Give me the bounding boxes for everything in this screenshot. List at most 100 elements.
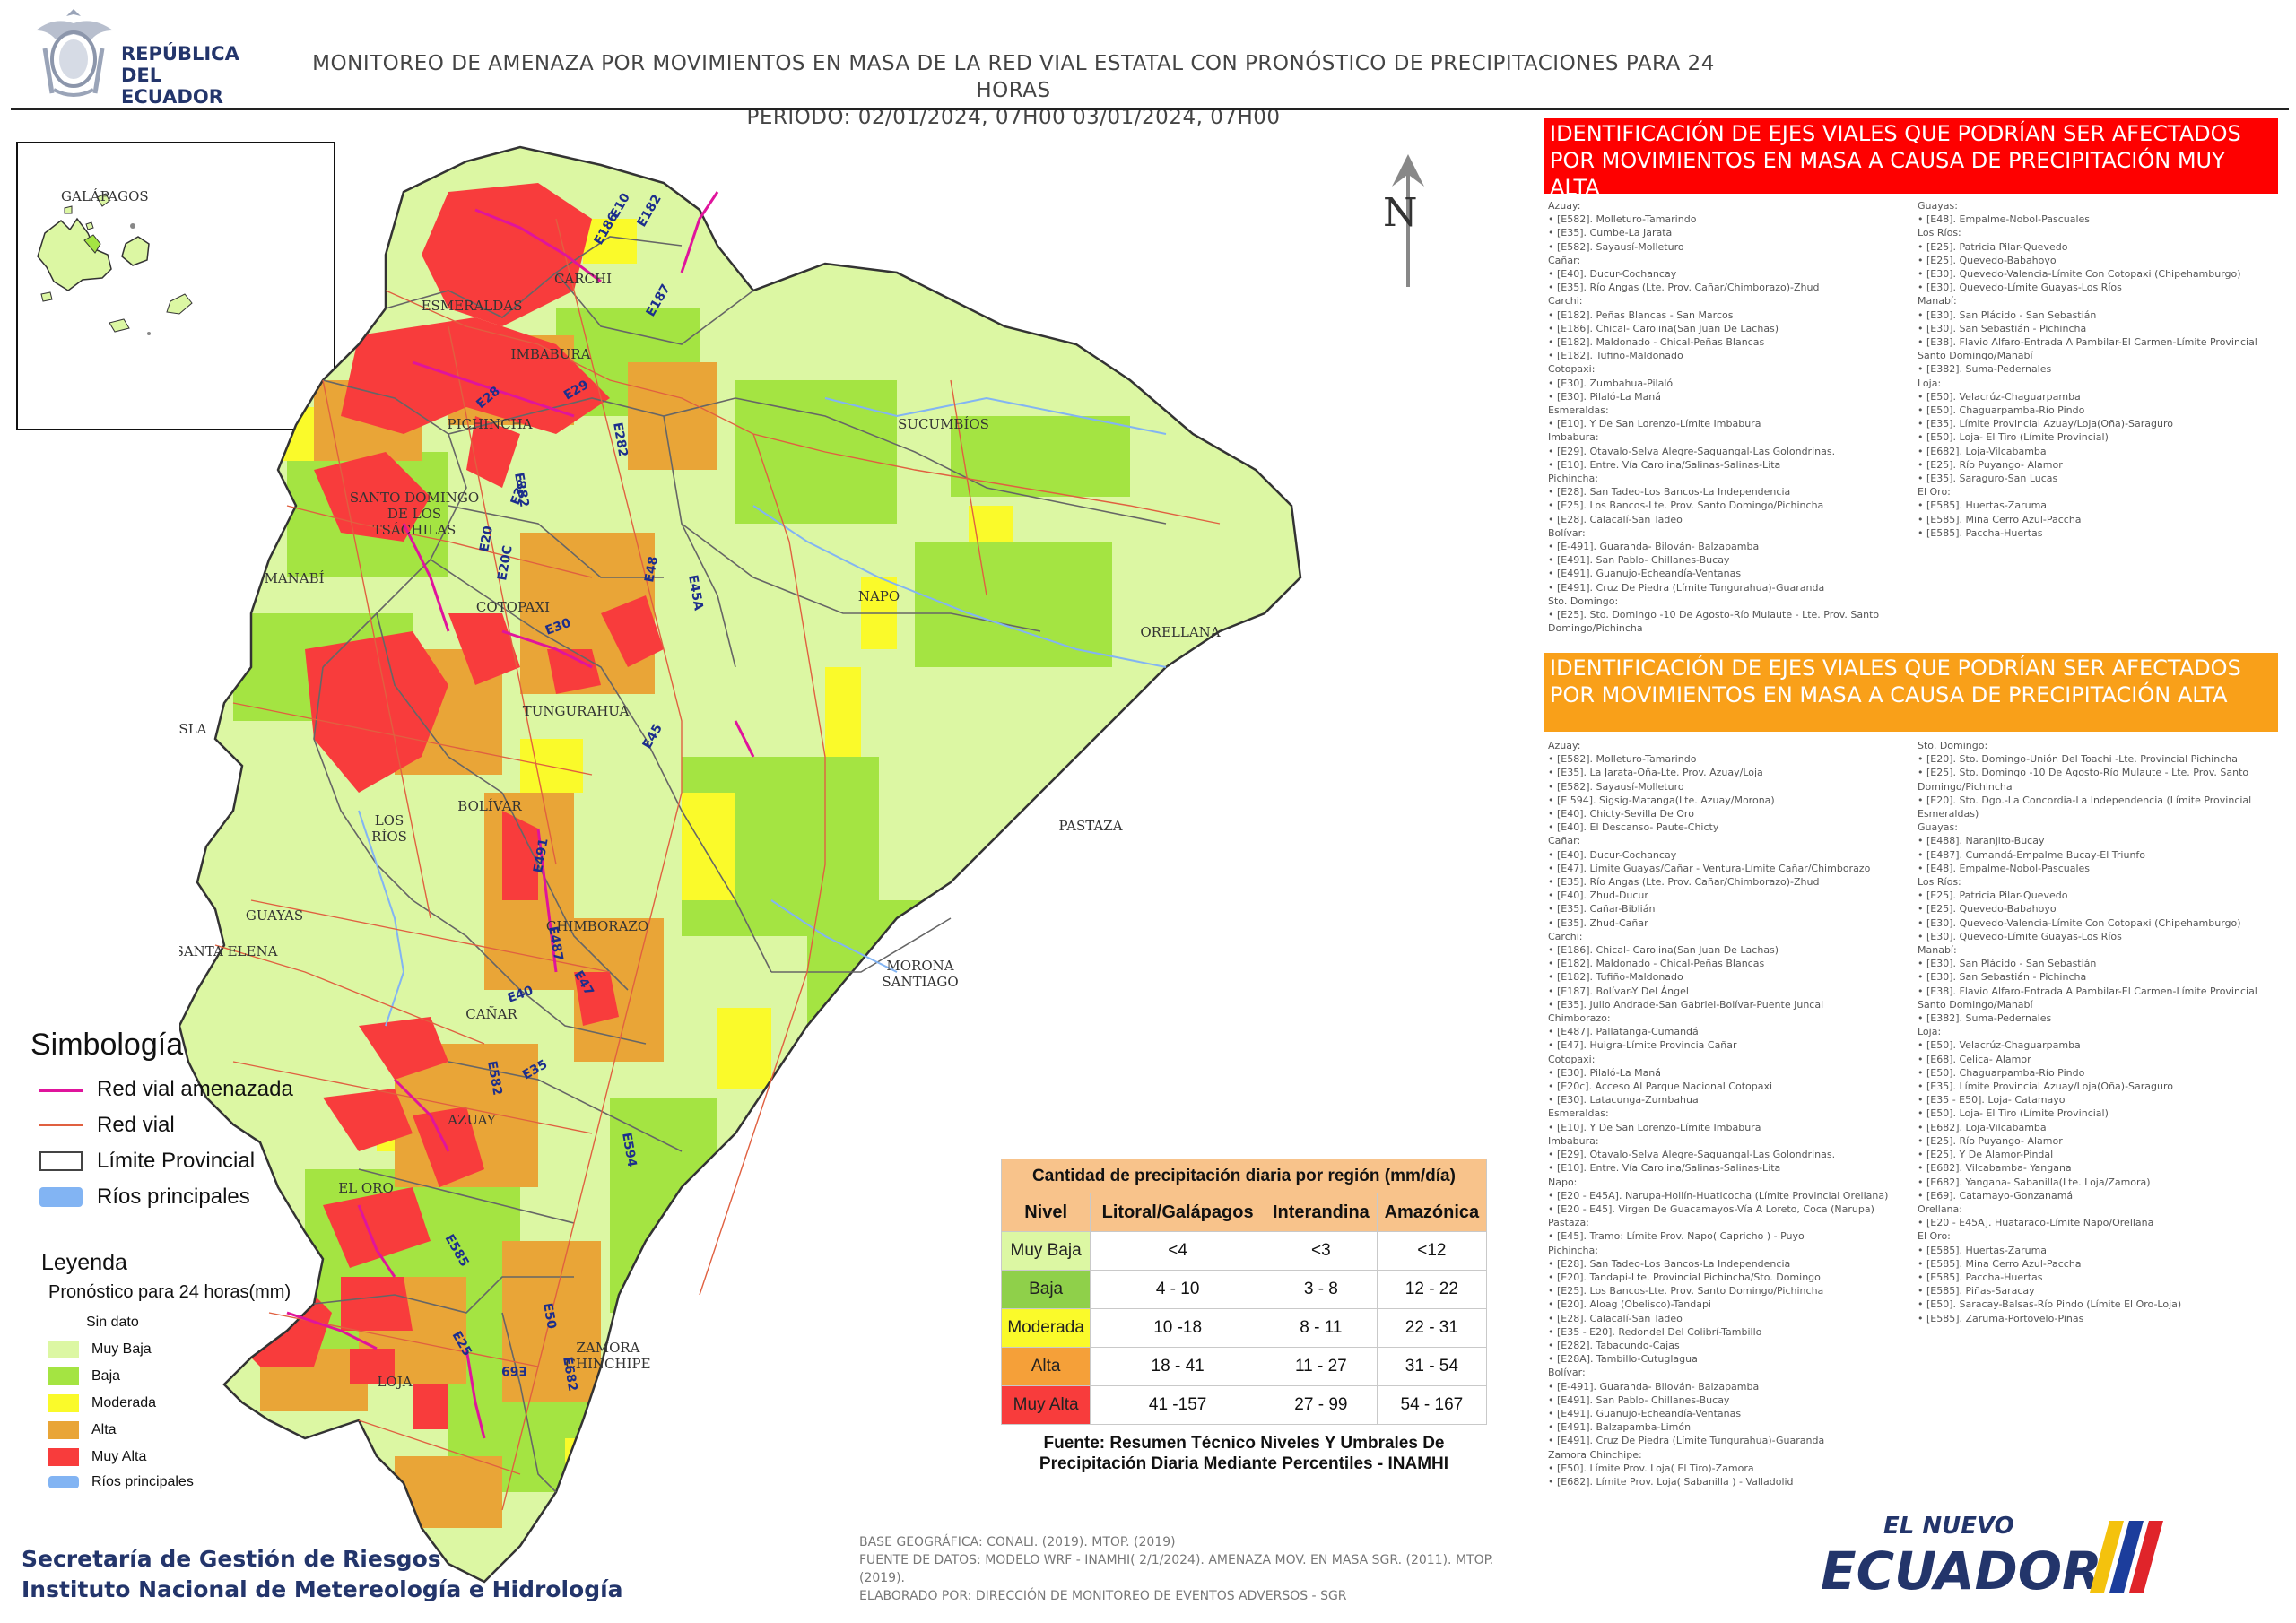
- map-credits: BASE GEOGRÁFICA: CONALI. (2019). MTOP. (…: [859, 1535, 1494, 1603]
- road-list-item: • [E491]. Guanujo-Echeandía-Ventanas: [1548, 1407, 1742, 1419]
- road-list-item: • [E682]. Límite Prov. Loja( Sabanilla )…: [1548, 1475, 1794, 1488]
- road-list-item: • [E45]. Tramo: Límite Prov. Napo( Capri…: [1548, 1230, 1805, 1243]
- road-list-item: Cañar:: [1548, 254, 1581, 266]
- province-label: RÍOS: [371, 829, 407, 845]
- road-list-item: • [E487]. Cumandá-Empalme Bucay-El Triun…: [1918, 848, 2146, 861]
- table-header: Nivel: [1000, 1193, 1091, 1232]
- road-list-item: • [E491]. San Pablo- Chillanes-Bucay: [1548, 1393, 1730, 1406]
- road-list-item: • [E25]. Patricia Pilar-Quevedo: [1918, 890, 2068, 902]
- province-label: ZAMORA: [576, 1340, 639, 1356]
- road-list-item: • [E30]. Pilaló-La Maná: [1548, 1066, 1662, 1079]
- very-high-risk-roads-header: IDENTIFICACIÓN DE EJES VIALES QUE PODRÍA…: [1544, 118, 2278, 200]
- road-list-item: • [E69]. Catamayo-Gonzanamá: [1918, 1189, 2074, 1202]
- high-risk-list-col1: Azuay: • [E582]. Molleturo-Tamarindo • [E3…: [1548, 739, 1888, 1488]
- province-label: LOJA: [377, 1374, 412, 1390]
- road-label: E50: [540, 1302, 559, 1331]
- road-list-item: • [E30]. San Sebastián - Pichincha: [1918, 971, 2087, 984]
- road-list-item: Carchi:: [1548, 295, 1583, 308]
- province-label: CAÑAR: [465, 1006, 517, 1022]
- table-header: Interandina: [1265, 1193, 1378, 1232]
- table-header: Amazónica: [1376, 1193, 1488, 1232]
- road-list-item: • [E20c]. Acceso Al Parque Nacional Coto…: [1548, 1081, 1773, 1093]
- road-list-item: Los Ríos:: [1918, 876, 1961, 889]
- road-list-item: • [E25]. Sto. Domingo -10 De Agosto-Río …: [1918, 767, 2249, 779]
- province-label: COTOPAXI: [476, 599, 550, 615]
- road-list-item: Loja:: [1918, 377, 1942, 389]
- precipitation-table: Cantidad de precipitación diaria por reg…: [1000, 1159, 1488, 1425]
- road-list-item: • [E40]. El Descanso- Paute-Chicty: [1548, 821, 1719, 834]
- province-label: LOS: [375, 812, 404, 829]
- legend-high: Alta: [48, 1420, 117, 1440]
- road-list-item: • [E68]. Celica- Alamor: [1918, 1053, 2031, 1065]
- road-list-item: • [E35]. Cañar-Biblián: [1548, 903, 1656, 916]
- road-label: E20C: [495, 544, 516, 582]
- road-list-item: Guayas:: [1918, 200, 1958, 212]
- province-label: AZUAY: [447, 1112, 497, 1128]
- road-list-item: Bolívar:: [1548, 1367, 1586, 1379]
- road-list-item: • [E491]. San Pablo- Chillanes-Bucay: [1548, 554, 1730, 567]
- road-list-item: • [E30]. Latacunga-Zumbahua: [1548, 1094, 1699, 1107]
- svg-text:N: N: [1383, 190, 1418, 236]
- road-list-item: • [E35]. Límite Provincial Azuay/Loja(Oñ…: [1918, 418, 2173, 430]
- road-list-item: • [E488]. Naranjito-Bucay: [1918, 835, 2045, 847]
- road-list-item: • [E186]. Chical- Carolina(San Juan De L…: [1548, 322, 1779, 334]
- road-list-item: • [E585]. Mina Cerro Azul-Paccha: [1918, 1257, 2082, 1270]
- road-list-item: El Oro:: [1918, 1230, 1951, 1243]
- road-list-item: • [E30]. Zumbahua-Pilaló: [1548, 377, 1674, 389]
- road-list-item: • [E35]. Zhud-Cañar: [1548, 916, 1648, 929]
- road-list-item: • [E25]. Quevedo-Babahoyo: [1918, 903, 2057, 916]
- road-list-item: Azuay:: [1548, 200, 1581, 212]
- road-list-item: Esmeraldas:: [1548, 1107, 1609, 1120]
- legend-very-high: Muy Alta: [48, 1447, 146, 1467]
- road-list-item: • [E182]. Peñas Blancas - San Marcos: [1548, 308, 1734, 321]
- road-list-item: • [E25]. Patricia Pilar-Quevedo: [1918, 240, 2068, 253]
- road-list-item: • [E491]. Cruz De Piedra (Límite Tungura…: [1548, 581, 1825, 594]
- road-list-item: • [E38]. Flavio Alfaro-Entrada A Pambila…: [1918, 985, 2257, 997]
- road-list-item: • [E29]. Otavalo-Selva Alegre-Saguangal-…: [1548, 445, 1836, 457]
- province-label: NAPO: [858, 588, 900, 604]
- road-list-item: Loja:: [1918, 1026, 1942, 1038]
- rivers-swatch: [39, 1187, 83, 1207]
- road-list-item: • [E30]. San Plácido - San Sebastián: [1918, 308, 2097, 321]
- symbology-rivers: Ríos principales: [39, 1184, 250, 1211]
- road-list-item: • [E491]. Guanujo-Echeandía-Ventanas: [1548, 568, 1742, 580]
- road-list-item: • [E585]. Paccha-Huertas: [1918, 1271, 2043, 1283]
- road-list-item: • [E182]. Maldonado - Chical-Peñas Blanc…: [1548, 958, 1765, 970]
- road-list-item: • [E25]. Río Puyango- Alamor: [1918, 458, 2063, 471]
- road-list-item: Santo Domingo/Manabí: [1918, 998, 2033, 1011]
- province-label: MORONA: [886, 958, 953, 974]
- province-label: MANABÍ: [264, 570, 324, 586]
- road-list-item: Domingo/Pichincha: [1918, 780, 2013, 793]
- road-list-item: • [E35]. Cumbe-La Jarata: [1548, 227, 1673, 239]
- road-list-item: • [E25]. Río Puyango- Alamor: [1918, 1134, 2063, 1147]
- province-label: SUCUMBÍOS: [898, 416, 989, 432]
- road-list-item: • [E682]. Loja-Vilcabamba: [1918, 1121, 2047, 1133]
- table-source: Fuente: Resumen Técnico Niveles Y Umbral…: [1039, 1434, 1449, 1473]
- legend-very-low: Muy Baja: [48, 1340, 152, 1359]
- province-label: PASTAZA: [1058, 818, 1122, 834]
- legend-moderate: Moderada: [48, 1393, 156, 1413]
- very-high-risk-list-col1: Azuay: • [E582]. Molleturo-Tamarindo • [E3…: [1548, 199, 1879, 636]
- road-label: E48: [642, 555, 661, 583]
- road-list-item: • [E50]. Loja- El Tiro (Límite Provincia…: [1918, 1107, 2109, 1120]
- road-list-item: Sto. Domingo:: [1918, 740, 1988, 751]
- road-list-item: Chimborazo:: [1548, 1012, 1611, 1025]
- road-list-item: • [E682]. Yangana- Sabanilla(Lte. Loja/Z…: [1918, 1176, 2151, 1188]
- road-list-item: • [E35]. Julio Andrade-San Gabriel-Bolív…: [1548, 998, 1824, 1011]
- province-label: CHIMBORAZO: [546, 918, 648, 934]
- table-row: Moderada 10 -18 8 - 11 22 - 31: [1000, 1308, 1488, 1348]
- road-list-item: • [E47]. Huigra-Límite Provincia Cañar: [1548, 1039, 1737, 1052]
- province-label: ISLA: [179, 721, 207, 737]
- road-list-item: • [E38]. Flavio Alfaro-Entrada A Pambila…: [1918, 336, 2257, 349]
- table-header: Litoral/Galápagos: [1090, 1193, 1266, 1232]
- road-list-item: Azuay:: [1548, 740, 1581, 751]
- road-list-item: • [E582]. Sayausí-Molleturo: [1548, 240, 1684, 253]
- road-list-item: Domingo/Pichincha: [1548, 622, 1643, 635]
- road-list-item: • [E35 - E50]. Loja- Catamayo: [1918, 1094, 2066, 1107]
- road-list-item: • [E182]. Tufiño-Maldonado: [1548, 971, 1683, 984]
- province-label: GUAYAS: [246, 907, 303, 924]
- road-list-item: Pastaza:: [1548, 1217, 1589, 1229]
- road-list-item: • [E30]. San Plácido - San Sebastián: [1918, 958, 2097, 970]
- legend-subtitle: Pronóstico para 24 horas(mm): [48, 1282, 291, 1302]
- road-label: E20: [477, 525, 496, 553]
